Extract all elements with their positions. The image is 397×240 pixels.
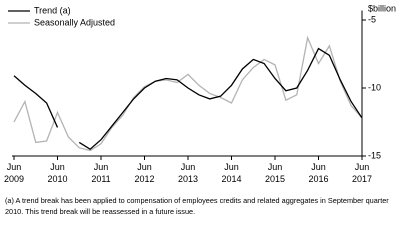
x-tick-label: Jun 2016	[308, 162, 328, 184]
legend-label: Trend (a)	[34, 5, 71, 15]
x-tick-label: Jun 2010	[47, 162, 67, 184]
x-tick-label: Jun 2014	[221, 162, 241, 184]
y-axis-label: $billion	[368, 3, 396, 13]
x-tick-label: Jun 2013	[178, 162, 198, 184]
x-tick-label: Jun 2015	[265, 162, 285, 184]
legend-label: Seasonally Adjusted	[34, 17, 115, 27]
x-tick-label: Jun 2017	[352, 162, 372, 184]
series-line	[13, 47, 363, 151]
footnote: (a) A trend break has been applied to co…	[5, 196, 389, 216]
y-tick-label: -15	[368, 150, 381, 160]
chart: $billion -5 -10 -15 Jun 2009 Jun 2010 Jun 2011 Ju…	[4, 3, 396, 184]
x-tick-label: Jun 2011	[91, 162, 110, 184]
y-tick-label: -5	[368, 14, 376, 24]
x-tick-label: Jun 2009	[4, 162, 24, 184]
y-tick-label: -10	[368, 82, 381, 92]
series-line	[13, 35, 363, 152]
x-tick-label: Jun 2012	[134, 162, 154, 184]
